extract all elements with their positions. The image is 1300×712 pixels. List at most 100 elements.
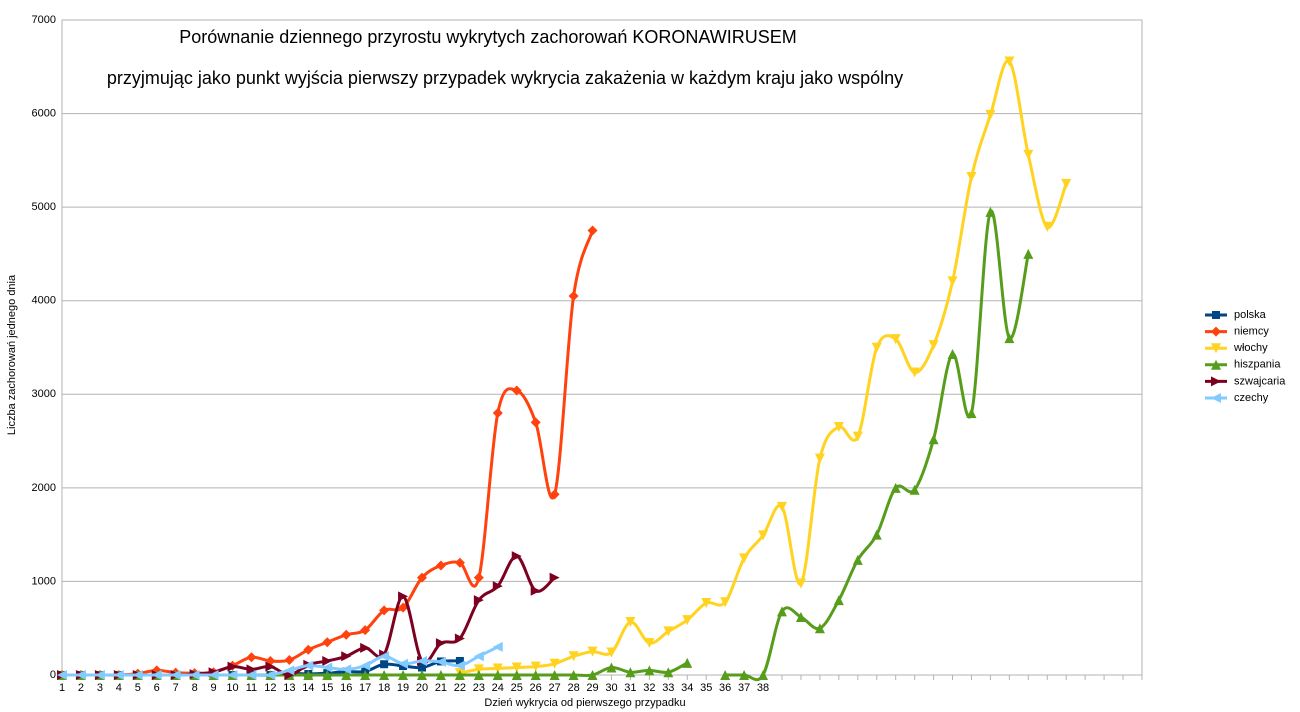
data-point <box>322 670 333 680</box>
data-point <box>928 434 939 445</box>
legend-label: szwajcaria <box>1234 375 1286 387</box>
data-point <box>701 598 712 609</box>
data-point <box>511 551 522 562</box>
data-point <box>852 431 863 442</box>
data-point <box>113 670 124 680</box>
data-point <box>587 670 598 680</box>
legend-marker <box>1211 376 1221 387</box>
data-point <box>492 408 503 418</box>
x-tick-label: 21 <box>435 682 447 694</box>
data-point <box>360 625 371 636</box>
data-point <box>473 664 484 675</box>
series-line <box>61 209 1030 682</box>
data-point <box>265 661 276 672</box>
data-point <box>417 655 427 666</box>
data-point <box>418 663 426 672</box>
x-tick-label: 17 <box>359 682 371 694</box>
data-point <box>909 367 920 378</box>
data-point <box>473 572 484 583</box>
data-point <box>473 670 484 680</box>
data-point <box>265 670 276 680</box>
legend-label: czechy <box>1234 392 1269 404</box>
data-point <box>871 529 882 540</box>
data-point <box>682 615 693 626</box>
x-tick-label: 10 <box>226 682 238 694</box>
data-point <box>644 637 655 648</box>
data-point <box>492 670 503 680</box>
data-point <box>890 334 901 345</box>
data-point <box>492 663 503 674</box>
data-point <box>985 109 996 120</box>
data-point <box>303 660 314 671</box>
data-point <box>322 655 333 666</box>
x-tick-label: 3 <box>97 682 103 694</box>
data-point <box>454 557 465 568</box>
legend-marker <box>1212 311 1220 319</box>
data-point <box>777 501 787 512</box>
data-point <box>492 641 503 652</box>
data-point <box>417 670 427 680</box>
data-point <box>814 453 825 464</box>
data-point <box>606 647 617 658</box>
x-tick-label: 4 <box>116 682 122 694</box>
data-point <box>341 670 352 680</box>
x-tick-label: 11 <box>246 682 257 694</box>
x-tick-label: 27 <box>549 682 561 694</box>
data-point <box>1023 248 1034 259</box>
data-point <box>530 670 541 680</box>
data-point <box>549 489 560 500</box>
y-tick-label: 1000 <box>32 575 56 587</box>
data-point <box>852 554 863 565</box>
data-point <box>682 657 693 668</box>
data-point <box>94 670 105 680</box>
data-point <box>947 276 958 287</box>
x-tick-label: 22 <box>454 682 466 694</box>
data-point <box>492 581 503 592</box>
data-point <box>208 670 219 680</box>
x-tick-label: 24 <box>492 682 504 694</box>
x-tick-label: 37 <box>738 682 750 694</box>
x-tick-label: 13 <box>283 682 295 694</box>
legend-label: włochy <box>1233 342 1268 354</box>
data-point <box>303 644 314 655</box>
data-point <box>795 578 806 589</box>
data-point <box>435 656 446 667</box>
y-tick-label: 5000 <box>32 201 56 213</box>
data-point <box>606 662 617 673</box>
x-tick-label: 23 <box>473 682 485 694</box>
data-point <box>360 660 371 671</box>
data-point <box>511 662 522 673</box>
data-point <box>360 670 371 680</box>
chart-title: Porównanie dziennego przyrostu wykrytych… <box>179 27 797 47</box>
data-point <box>435 670 446 680</box>
data-point <box>511 385 522 396</box>
x-tick-label: 35 <box>700 682 712 694</box>
data-point <box>417 572 427 583</box>
data-point <box>833 595 844 606</box>
data-point <box>758 530 769 541</box>
chart-subtitle: przyjmując jako punkt wyjścia pierwszy p… <box>107 68 903 88</box>
data-point <box>568 670 579 680</box>
data-point <box>246 670 257 680</box>
data-point <box>360 642 371 653</box>
data-point <box>871 342 882 353</box>
x-tick-label: 19 <box>397 682 409 694</box>
x-tick-label: 2 <box>78 682 84 694</box>
data-point <box>530 417 541 428</box>
data-point <box>227 661 238 672</box>
data-point <box>966 408 977 418</box>
data-point <box>284 655 295 666</box>
data-point <box>246 664 257 675</box>
x-tick-label: 20 <box>416 682 428 694</box>
data-point <box>75 670 86 680</box>
data-point <box>739 670 750 680</box>
x-tick-label: 25 <box>511 682 523 694</box>
data-point <box>549 670 560 680</box>
y-tick-label: 7000 <box>32 14 56 26</box>
data-point <box>322 662 333 673</box>
x-tick-label: 12 <box>264 682 276 694</box>
x-tick-label: 38 <box>757 682 769 694</box>
data-point <box>435 638 446 649</box>
data-point <box>454 660 465 671</box>
